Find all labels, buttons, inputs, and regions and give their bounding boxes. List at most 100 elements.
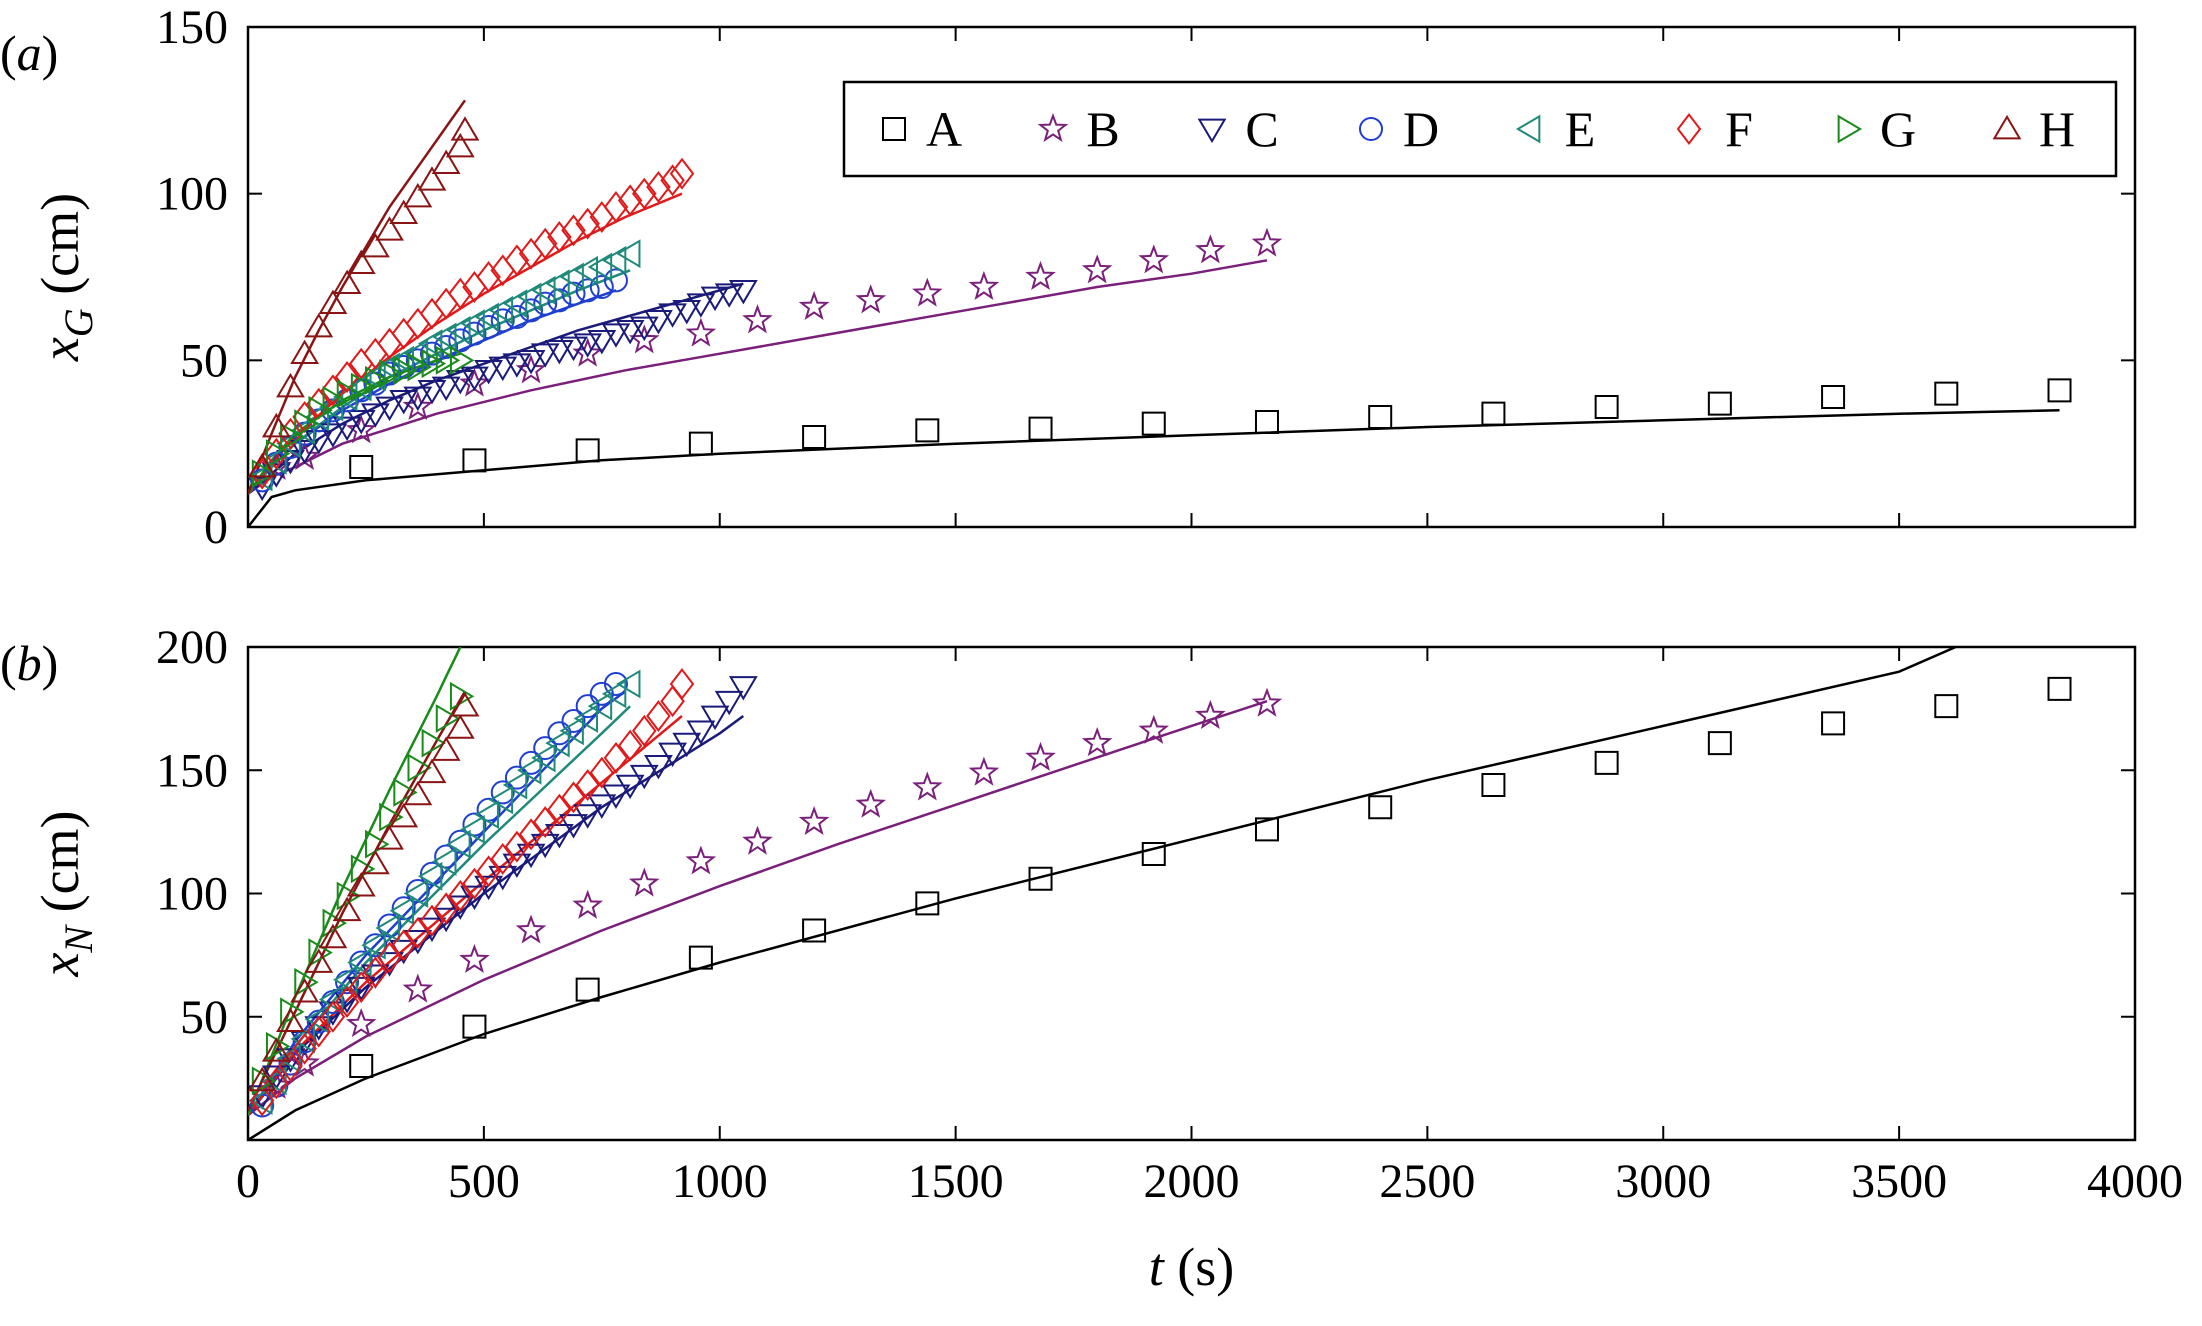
data-point-B <box>1025 260 1056 291</box>
data-point-F <box>306 1015 332 1048</box>
data-point-B <box>515 914 547 944</box>
data-point-E <box>304 1004 330 1034</box>
data-point-B <box>685 845 717 875</box>
data-point-H <box>360 232 390 258</box>
data-point-F <box>547 793 572 826</box>
data-point-F <box>632 177 657 210</box>
data-point-C <box>445 895 475 920</box>
data-point-F <box>377 941 402 974</box>
data-point-D <box>575 694 600 719</box>
data-point-A <box>462 1014 487 1039</box>
data-point-C <box>460 366 489 392</box>
data-point-H <box>389 803 419 828</box>
data-point-G <box>365 829 390 859</box>
data-point-G <box>421 349 447 379</box>
data-point-E <box>446 829 471 859</box>
data-point-E <box>474 800 499 830</box>
data-point-A <box>1141 842 1166 867</box>
series-A <box>349 378 2072 479</box>
data-point-H <box>248 452 277 478</box>
data-point-H <box>445 132 475 158</box>
data-point-D <box>603 268 628 293</box>
data-point-H <box>248 1066 277 1092</box>
data-point-D <box>335 970 360 995</box>
data-point-H <box>431 149 461 175</box>
data-point-C <box>714 690 744 716</box>
data-point-A <box>1481 401 1506 426</box>
data-point-E <box>375 913 400 943</box>
data-point-H <box>346 872 376 897</box>
series-C <box>248 676 758 1110</box>
data-point-D <box>306 1009 331 1034</box>
data-point-C <box>460 885 489 911</box>
data-point-F <box>377 327 402 360</box>
data-point-E <box>531 743 556 773</box>
panel-b: 0 500 1000 1500 2000 2500 3000 3500 4000 50 100 150… <box>0 621 2183 1297</box>
data-point-E <box>361 930 386 960</box>
series-H <box>248 692 480 1092</box>
data-point-D <box>377 913 402 938</box>
data-point-A <box>915 418 940 443</box>
data-point-C <box>644 309 673 335</box>
data-point-F <box>249 1084 275 1117</box>
data-point-C <box>559 814 588 839</box>
data-point-F <box>547 221 572 253</box>
data-point-C <box>629 764 659 790</box>
data-point-E <box>531 275 556 305</box>
model-curve-A <box>248 409 2060 527</box>
data-point-B <box>515 354 547 384</box>
data-point-E <box>474 302 499 332</box>
data-point-F <box>660 164 685 197</box>
data-point-C <box>644 754 673 780</box>
data-point-F <box>575 207 600 240</box>
data-point-F <box>603 741 629 774</box>
data-point-G <box>435 345 461 375</box>
data-point-C <box>672 732 702 758</box>
data-point-A <box>1028 866 1053 891</box>
data-point-C <box>700 705 730 731</box>
data-point-H <box>332 896 362 922</box>
data-point-G <box>365 365 390 395</box>
x-tick-label: 4000 <box>2087 1155 2183 1208</box>
legend-marker-D <box>1359 117 1383 141</box>
data-point-D <box>519 298 544 323</box>
legend-marker-H <box>1992 114 2022 140</box>
data-point-E <box>601 679 627 709</box>
data-point-A <box>1821 385 1846 409</box>
data-point-F <box>334 986 360 1018</box>
data-point-C <box>573 804 603 829</box>
panel-a: 0 50 100 150 (a) xG (cm) <box>0 1 2137 554</box>
data-point-C <box>332 989 362 1014</box>
y-tick-label: 100 <box>156 868 228 921</box>
data-point-C <box>502 353 532 378</box>
data-point-B <box>912 277 943 307</box>
model-curve-C <box>248 714 745 1117</box>
panel-label: (a) <box>0 25 58 81</box>
data-point-A <box>802 425 827 449</box>
data-point-D <box>434 335 459 359</box>
data-point-C <box>615 319 645 345</box>
legend-label-H: H <box>2039 101 2075 157</box>
data-point-C <box>417 379 447 405</box>
data-point-F <box>617 184 643 217</box>
data-point-H <box>431 736 461 761</box>
data-point-B <box>798 290 830 321</box>
data-point-H <box>318 289 348 315</box>
series-F <box>249 157 695 490</box>
data-point-A <box>2047 378 2072 403</box>
x-axis-label: t (s) <box>1149 1237 1235 1297</box>
data-point-A <box>1141 411 1166 436</box>
data-point-H <box>417 758 447 784</box>
data-point-F <box>348 971 374 1004</box>
data-point-F <box>669 668 695 700</box>
data-point-D <box>504 305 529 329</box>
data-point-G <box>308 395 333 425</box>
data-point-D <box>419 861 444 886</box>
data-point-C <box>346 409 376 435</box>
data-point-G <box>251 1066 277 1096</box>
data-point-A <box>1368 795 1393 820</box>
data-point-B <box>968 756 1000 786</box>
data-point-C <box>445 369 475 395</box>
legend: A B C D E F G H <box>842 80 2118 178</box>
